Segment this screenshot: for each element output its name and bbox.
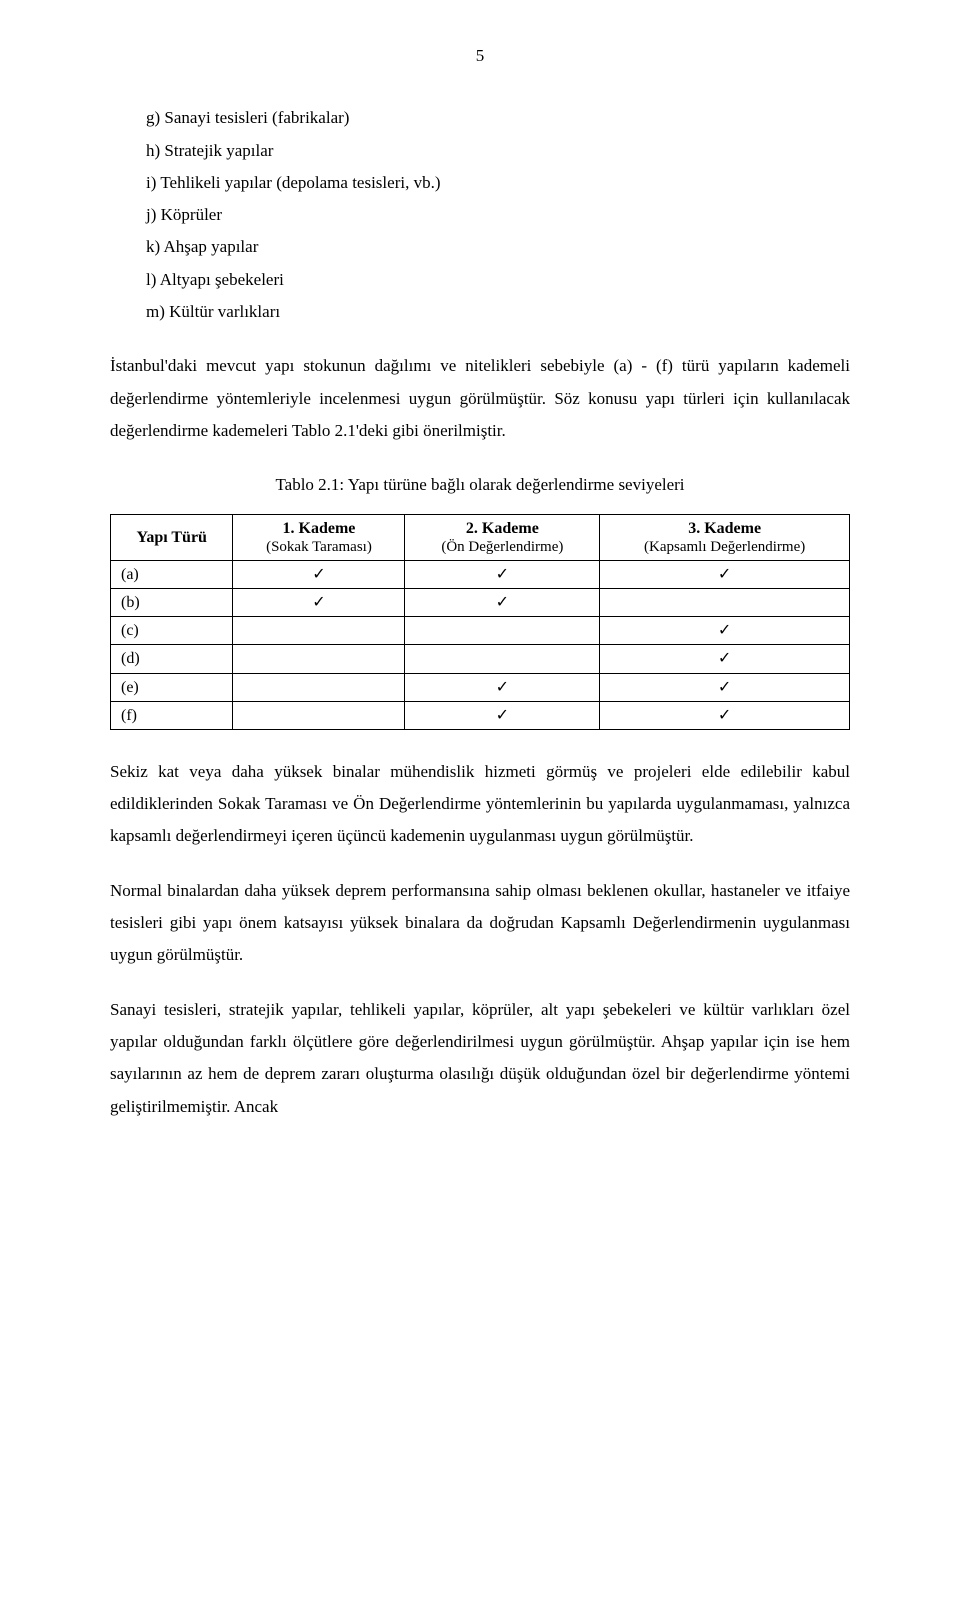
table-header-cell: 3. Kademe (Kapsamlı Değerlendirme) — [600, 514, 850, 560]
table-row: (c) ✓ — [111, 617, 850, 645]
list-item: k) Ahşap yapılar — [110, 231, 850, 263]
document-page: 5 g) Sanayi tesisleri (fabrikalar) h) St… — [0, 0, 960, 1205]
table-cell: ✓ — [405, 673, 600, 701]
check-icon: ✓ — [718, 679, 731, 696]
table-row: (d) ✓ — [111, 645, 850, 673]
row-label: (b) — [111, 588, 233, 616]
header-text: 3. Kademe — [688, 520, 761, 537]
table-header-cell: 1. Kademe (Sokak Taraması) — [233, 514, 405, 560]
table-cell: ✓ — [600, 645, 850, 673]
list-item: h) Stratejik yapılar — [110, 135, 850, 167]
table-cell: ✓ — [600, 673, 850, 701]
table-cell: ✓ — [405, 701, 600, 729]
page-number: 5 — [110, 40, 850, 72]
check-icon: ✓ — [496, 594, 509, 611]
check-icon: ✓ — [496, 566, 509, 583]
row-label: (d) — [111, 645, 233, 673]
list-item: g) Sanayi tesisleri (fabrikalar) — [110, 102, 850, 134]
table-cell: ✓ — [600, 617, 850, 645]
list-item: m) Kültür varlıkları — [110, 296, 850, 328]
header-text: 2. Kademe — [466, 520, 539, 537]
header-text: 1. Kademe — [283, 520, 356, 537]
list-item: j) Köprüler — [110, 199, 850, 231]
table-cell: ✓ — [233, 588, 405, 616]
table-cell: ✓ — [405, 588, 600, 616]
paragraph-4: Sanayi tesisleri, stratejik yapılar, teh… — [110, 994, 850, 1123]
table-cell — [405, 617, 600, 645]
table-row: (a) ✓ ✓ ✓ — [111, 560, 850, 588]
table-cell: ✓ — [600, 560, 850, 588]
header-subtext: (Kapsamlı Değerlendirme) — [608, 538, 841, 556]
table-header-row: Yapı Türü 1. Kademe (Sokak Taraması) 2. … — [111, 514, 850, 560]
check-icon: ✓ — [312, 566, 325, 583]
check-icon: ✓ — [718, 622, 731, 639]
row-label: (f) — [111, 701, 233, 729]
table-row: (b) ✓ ✓ — [111, 588, 850, 616]
ordered-list: g) Sanayi tesisleri (fabrikalar) h) Stra… — [110, 102, 850, 328]
table-cell — [600, 588, 850, 616]
table-cell: ✓ — [600, 701, 850, 729]
table-cell: ✓ — [405, 560, 600, 588]
check-icon: ✓ — [496, 679, 509, 696]
row-label: (e) — [111, 673, 233, 701]
table-cell — [233, 673, 405, 701]
list-item: i) Tehlikeli yapılar (depolama tesisleri… — [110, 167, 850, 199]
header-subtext: (Ön Değerlendirme) — [413, 538, 591, 556]
check-icon: ✓ — [718, 566, 731, 583]
table-row: (e) ✓ ✓ — [111, 673, 850, 701]
paragraph-3: Normal binalardan daha yüksek deprem per… — [110, 875, 850, 972]
check-icon: ✓ — [718, 650, 731, 667]
paragraph-1: İstanbul'daki mevcut yapı stokunun dağıl… — [110, 350, 850, 447]
table-cell: ✓ — [233, 560, 405, 588]
paragraph-2: Sekiz kat veya daha yüksek binalar mühen… — [110, 756, 850, 853]
table-header-cell: 2. Kademe (Ön Değerlendirme) — [405, 514, 600, 560]
header-subtext: (Sokak Taraması) — [241, 538, 396, 556]
table-row: (f) ✓ ✓ — [111, 701, 850, 729]
table-caption: Tablo 2.1: Yapı türüne bağlı olarak değe… — [110, 469, 850, 501]
check-icon: ✓ — [496, 707, 509, 724]
table-cell — [233, 645, 405, 673]
check-icon: ✓ — [312, 594, 325, 611]
evaluation-table: Yapı Türü 1. Kademe (Sokak Taraması) 2. … — [110, 514, 850, 730]
list-item: l) Altyapı şebekeleri — [110, 264, 850, 296]
row-label: (a) — [111, 560, 233, 588]
check-icon: ✓ — [718, 707, 731, 724]
row-label: (c) — [111, 617, 233, 645]
table-cell — [233, 617, 405, 645]
table-cell — [405, 645, 600, 673]
table-cell — [233, 701, 405, 729]
table-body: (a) ✓ ✓ ✓ (b) ✓ ✓ (c) ✓ (d) ✓ (e) ✓ ✓ (f) ✓ ✓ — [111, 560, 850, 729]
header-text: Yapı Türü — [137, 529, 207, 546]
table-header-cell: Yapı Türü — [111, 514, 233, 560]
